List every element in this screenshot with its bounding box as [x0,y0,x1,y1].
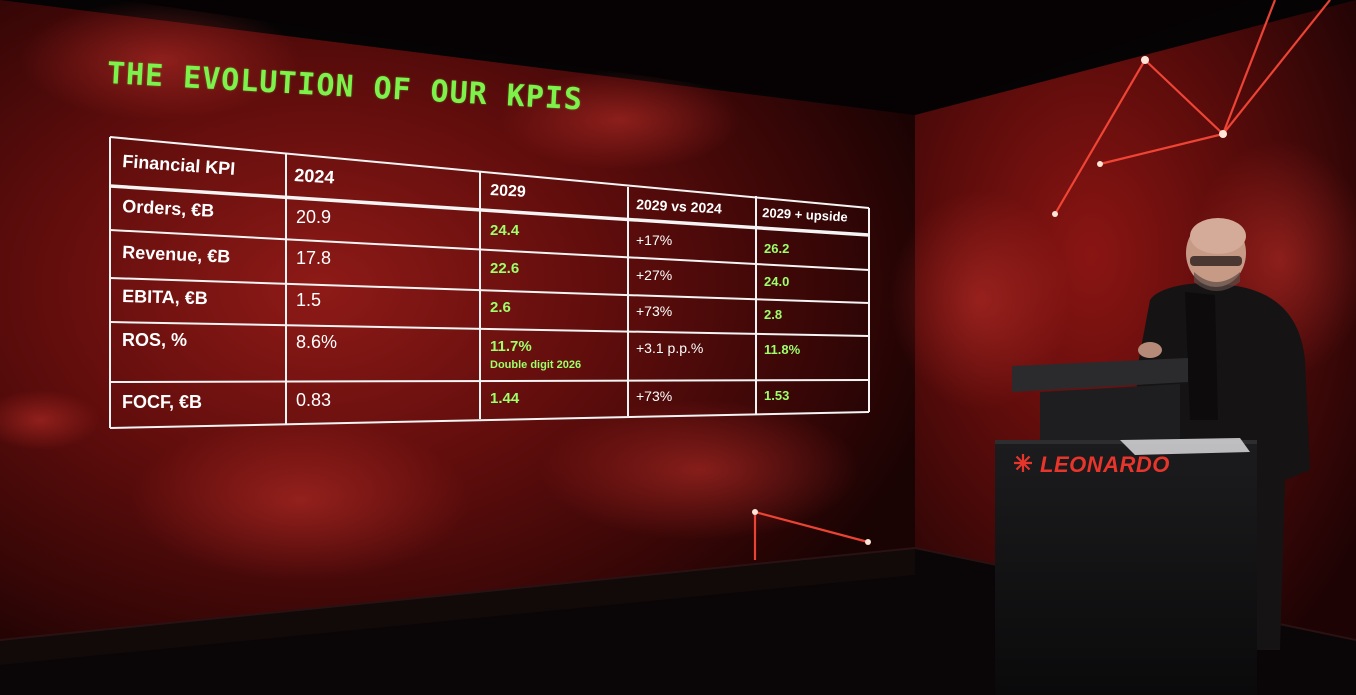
leonardo-logo: LEONARDO [1040,452,1170,477]
neon-network-lines [753,0,1331,560]
lectern [995,358,1257,695]
